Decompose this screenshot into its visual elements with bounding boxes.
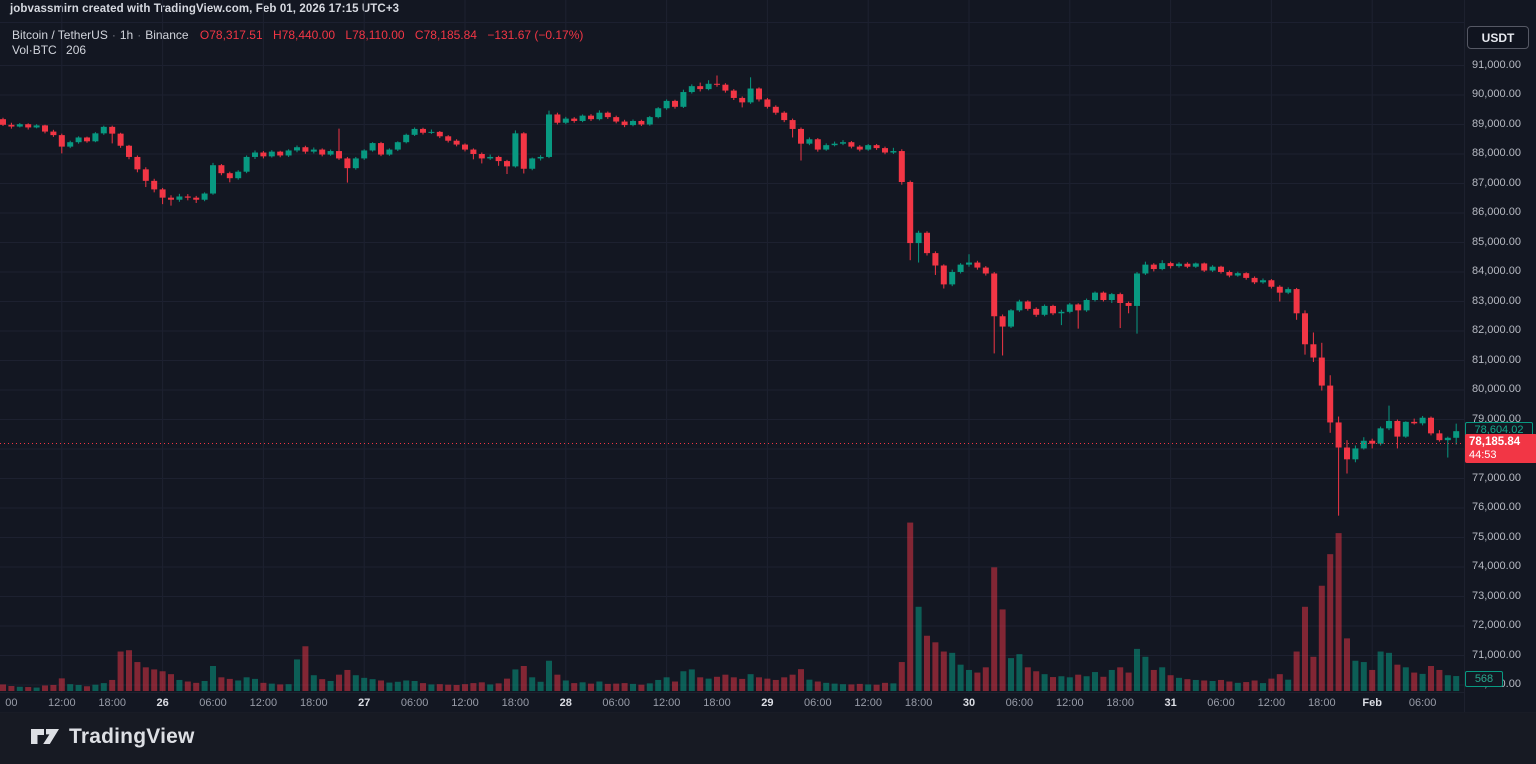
time-axis-tick: 18:00	[501, 697, 530, 709]
time-axis-tick: 29	[761, 697, 774, 709]
price-axis-tick: 84,000.00	[1472, 265, 1521, 277]
time-axis-tick: 18:00	[300, 697, 328, 709]
low-label: L78,110.00	[345, 28, 405, 42]
time-axis-tick: 26	[156, 697, 169, 709]
snapshot-watermark: jobvassmirn created with TradingView.com…	[10, 3, 400, 15]
price-axis-tick: 88,000.00	[1472, 147, 1521, 159]
price-axis-tick: 89,000.00	[1472, 117, 1521, 130]
time-axis-tick: 06:00	[602, 697, 630, 709]
time-axis-tick: 06:00	[199, 697, 227, 709]
price-axis-tick: 76,000.00	[1472, 501, 1521, 513]
change-label: −131.67 (−0.17%)	[487, 28, 584, 42]
volume-legend: Vol·BTC 206	[12, 43, 87, 57]
bar-countdown: 44:53	[1469, 448, 1497, 461]
time-axis-tick: 06:00	[1207, 697, 1235, 709]
price-axis-tick: 87,000.00	[1472, 176, 1521, 189]
time-axis-tick: 18:00	[703, 697, 731, 709]
vol-unit: BTC	[32, 43, 57, 57]
time-axis-tick: 18:00	[1308, 697, 1336, 709]
vol-value: 206	[66, 43, 87, 57]
time-axis-tick: 31	[1164, 697, 1177, 709]
symbol-name: Bitcoin / TetherUS	[12, 28, 108, 42]
last-price-value: 78,185.84	[1469, 435, 1521, 448]
time-axis-tick: 18:00	[904, 697, 933, 709]
price-axis-tick: 74,000.00	[1472, 560, 1521, 572]
high-label: H78,440.00	[272, 28, 336, 42]
time-axis-tick: 12:00	[249, 697, 278, 709]
time-axis-tick: 12:00	[1257, 697, 1286, 709]
time-axis-tick: 12:00	[854, 697, 882, 709]
price-axis-tick: 80,000.00	[1472, 383, 1521, 395]
time-axis-tick: 12:00	[48, 697, 76, 709]
time-axis-tick: 27	[358, 697, 371, 709]
volume-axis-label: 568	[1465, 671, 1503, 687]
time-axis-tick: 12:00	[652, 697, 681, 709]
time-axis-tick: 00	[5, 697, 18, 709]
candlestick-chart-canvas[interactable]	[0, 0, 1464, 692]
tradingview-logo-icon	[31, 729, 59, 744]
top-divider	[0, 22, 1536, 23]
exchange-label: Binance	[145, 28, 189, 42]
price-axis[interactable]: 91,000.00 90,000.00 89,000.00 88,000.00 87,0…	[1464, 0, 1536, 712]
price-axis-tick: 85,000.00	[1472, 235, 1521, 248]
time-axis-tick: 28	[559, 697, 572, 709]
time-axis-tick: 30	[962, 697, 976, 709]
time-axis-tick: 18:00	[1106, 697, 1134, 709]
price-axis-tick: 86,000.00	[1472, 206, 1521, 218]
vol-label: Vol	[12, 43, 29, 57]
price-axis-tick: 72,000.00	[1472, 619, 1521, 631]
price-axis-tick: 90,000.00	[1472, 88, 1521, 100]
interval-label: 1h	[119, 28, 134, 42]
price-axis-tick: 75,000.00	[1472, 530, 1521, 543]
tradingview-logo[interactable]: TradingView	[30, 724, 195, 750]
price-axis-tick: 79,000.00	[1472, 412, 1521, 425]
price-axis-tick: 81,000.00	[1472, 353, 1521, 366]
time-axis-tick: 12:00	[451, 697, 479, 709]
footer-bar	[0, 712, 1536, 764]
price-axis-tick: 83,000.00	[1472, 294, 1521, 307]
time-axis-tick: 12:00	[1056, 697, 1084, 709]
close-label: C78,185.84	[414, 28, 477, 42]
price-axis-tick: 91,000.00	[1472, 58, 1521, 71]
time-axis[interactable]: 00 12:00 18:00 26 06:00 12:00 18:00 27 06:00 12:0…	[0, 692, 1464, 713]
time-axis-tick: 06:00	[400, 697, 429, 709]
time-axis-tick: 06:00	[804, 697, 832, 709]
currency-toggle-button[interactable]: USDT	[1467, 26, 1529, 49]
price-axis-tick: 71,000.00	[1472, 648, 1521, 661]
price-axis-tick: 82,000.00	[1472, 324, 1521, 336]
time-axis-tick: 06:00	[1005, 697, 1034, 709]
symbol-legend: Bitcoin / TetherUS · 1h · Binance O78,317.51…	[12, 28, 584, 42]
price-axis-tick: 73,000.00	[1472, 589, 1521, 602]
last-price-axis-label: 78,185.84 44:53	[1465, 434, 1536, 463]
price-axis-tick: 77,000.00	[1472, 471, 1521, 484]
open-label: O78,317.51	[199, 28, 263, 42]
time-axis-tick: 06:00	[1408, 697, 1437, 709]
time-axis-tick: 18:00	[98, 697, 126, 709]
time-axis-tick: Feb	[1362, 697, 1382, 709]
tradingview-wordmark: TradingView	[69, 725, 195, 748]
